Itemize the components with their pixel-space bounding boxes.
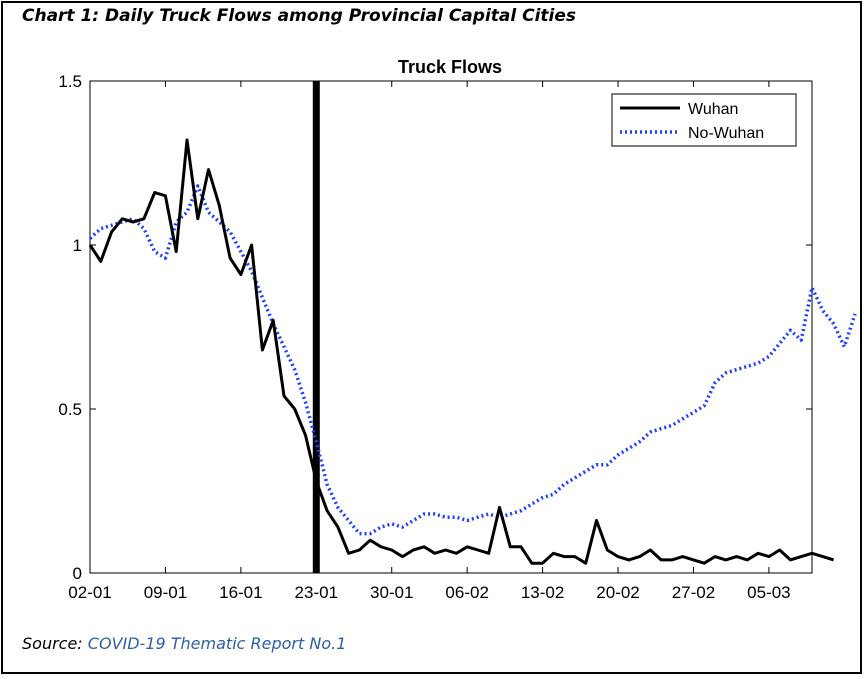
legend-label-no-wuhan: No-Wuhan xyxy=(688,125,764,142)
legend: Wuhan No-Wuhan xyxy=(611,93,797,147)
x-tick-label: 06-02 xyxy=(445,583,488,602)
x-tick-label: 16-01 xyxy=(219,583,262,602)
chart-title: Truck Flows xyxy=(398,57,502,77)
x-tick-label: 27-02 xyxy=(672,583,715,602)
series-line-no-wuhan xyxy=(88,184,857,536)
x-tick-label: 30-01 xyxy=(370,583,413,602)
x-tick-label: 05-03 xyxy=(747,583,790,602)
x-tick-label: 23-01 xyxy=(295,583,338,602)
y-tick-label: 1.5 xyxy=(58,72,82,91)
y-tick-label: 0.5 xyxy=(58,400,82,419)
x-tick-label: 02-01 xyxy=(68,583,111,602)
plot-area xyxy=(89,80,813,574)
x-tick-label: 13-02 xyxy=(521,583,564,602)
x-tick-label: 20-02 xyxy=(596,583,639,602)
y-axis: 0 0.5 1 1.5 xyxy=(58,72,812,583)
series-line-wuhan xyxy=(88,138,835,565)
figure-heading: Chart 1: Daily Truck Flows among Provinc… xyxy=(22,6,577,26)
x-axis: 02-01 09-01 16-01 23-01 30-01 06-02 13-02 20-02… xyxy=(68,81,791,602)
series-layer xyxy=(88,138,857,565)
legend-box xyxy=(611,93,797,147)
x-tick-label: 09-01 xyxy=(144,583,187,602)
source-label: Source: xyxy=(22,634,83,653)
y-tick-label: 0 xyxy=(73,564,82,583)
legend-label-wuhan: Wuhan xyxy=(688,101,738,118)
source-note: Source: COVID-19 Thematic Report No.1 xyxy=(22,634,346,653)
source-link[interactable]: COVID-19 Thematic Report No.1 xyxy=(87,634,347,653)
y-tick-label: 1 xyxy=(73,236,82,255)
